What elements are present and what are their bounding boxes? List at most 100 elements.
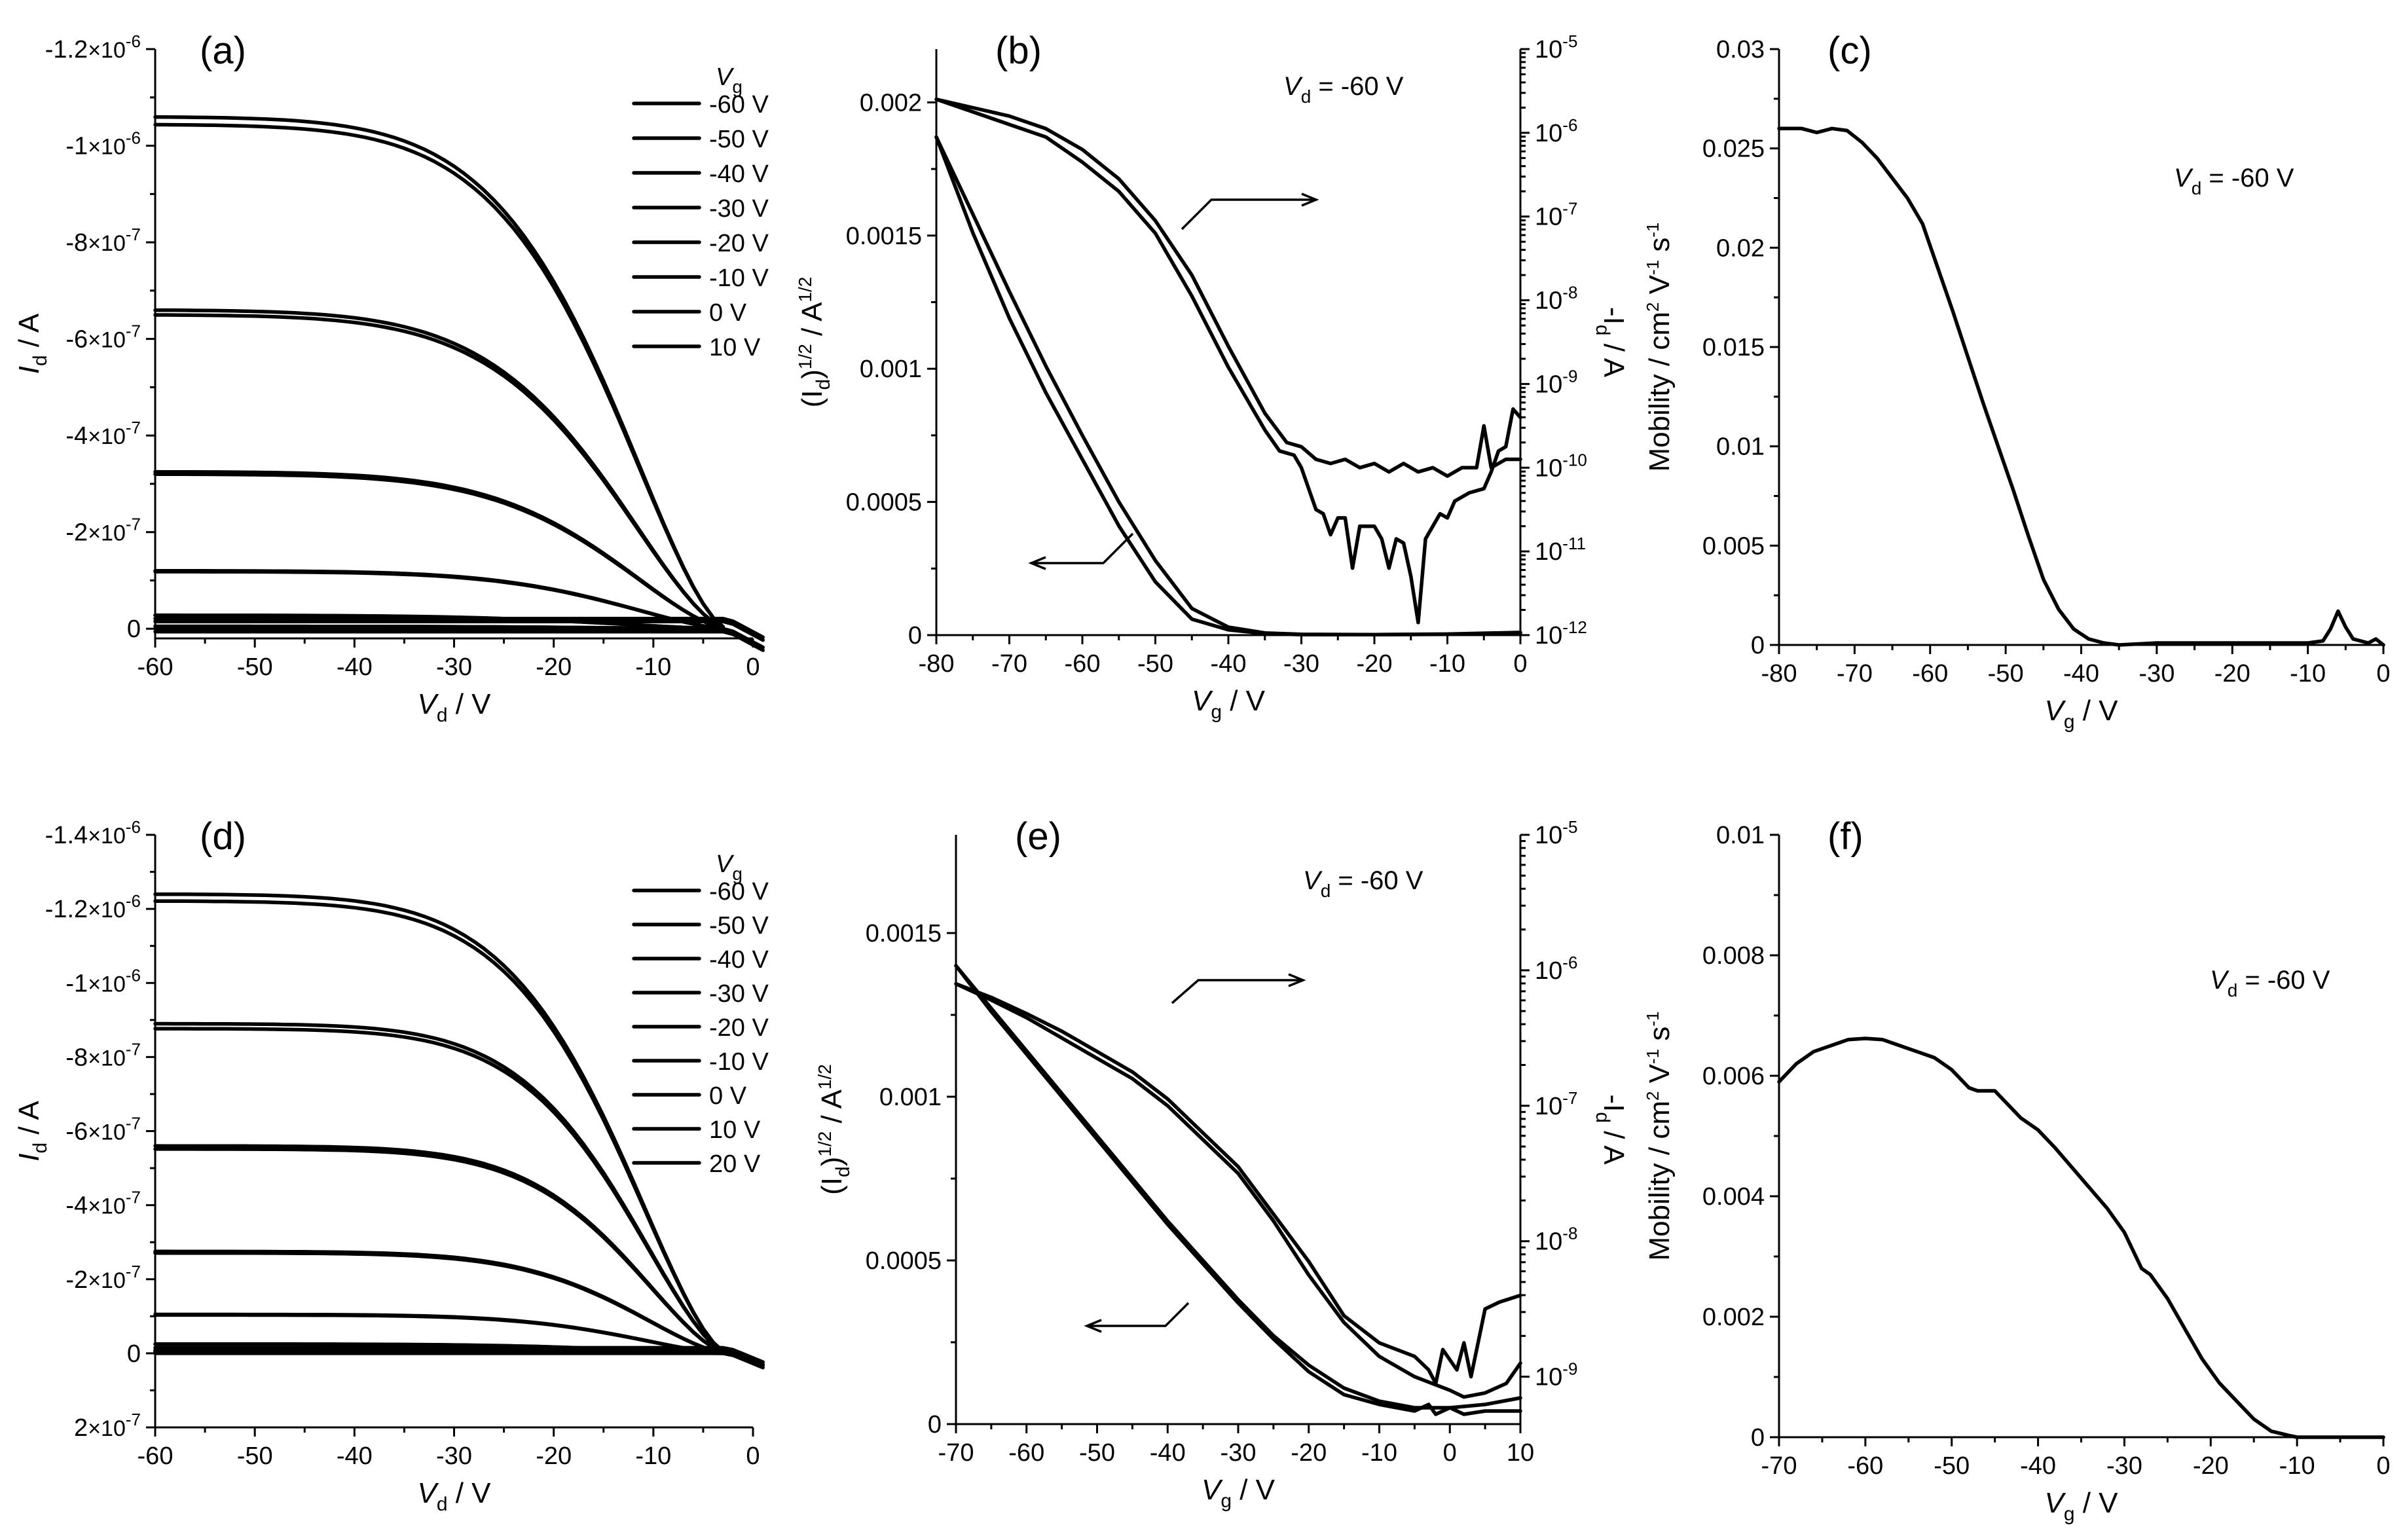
y-axis-label-part: d [29,355,51,366]
y-axis-label-part: 2 [1643,302,1662,312]
curve-mobility [1777,126,2385,647]
x-tick-label: -50 [1988,660,2024,688]
y-axis-label-group: Mobility / cm2 V-1 s-1 [1643,1011,1676,1260]
curve-Vg-0V-rev [153,617,765,639]
x-axis-label: Vd / V [417,1477,491,1515]
annotation-vd: Vd = -60 V [1283,72,1404,107]
x-tick-label: -40 [1150,1439,1186,1467]
x-axis-label-part: g [2064,1503,2075,1525]
legend-title: Vg [716,64,743,97]
y-tick-label-part: -7 [126,515,141,534]
y-tick-label: -8×10-7 [65,225,141,257]
y2-tick-label-part: 10 [1535,538,1562,566]
x-tick-label: -20 [1291,1439,1327,1467]
y-tick-label-part: -8 [65,1044,88,1071]
y-tick-label: 0 [1751,632,1765,659]
x-axis-label-part: V [417,688,439,720]
y-tick-label-part: ×10 [88,38,126,63]
y-tick-label-part: -6 [126,891,141,911]
legend-title: Vg [716,851,743,884]
y-tick-label-part: ×10 [88,898,126,923]
y2-tick-label-part: 10 [1535,454,1562,482]
y-axis-label-part: I [13,1154,45,1162]
y-tick-label: -4×10-7 [65,1188,141,1220]
annotation-vd-part: = -60 V [1331,866,1423,895]
y-axis-label-right-part: -I [1598,1094,1630,1112]
x-axis-label-part: V [1192,685,1213,717]
x-tick-label: -60 [1912,660,1948,688]
y2-tick-label: 10-12 [1535,617,1587,650]
y-tick-label-part: -4 [65,1192,88,1220]
y-tick-label: 0.002 [1702,1304,1765,1331]
curve-Vg-m60V-fwd [153,122,725,629]
x-axis-label-part: / V [1232,1474,1276,1506]
annotation-vd: Vd = -60 V [1303,866,1423,901]
y-tick-label-part: ×10 [88,231,126,256]
curve-Vg-0V-fwd [153,619,765,642]
y-axis-label-group: Id / A [13,1101,51,1162]
curve-Vg-m50V-rev [153,308,725,630]
y-axis-label-part: s [1643,238,1676,260]
panel-c: -80 -70 -60 -50 -40 -30 -20 -10 0 0 0.005 0.01 0.015… [1643,29,2391,733]
x-tick-label: 0 [2376,1452,2390,1480]
y-tick-label: 0.03 [1716,36,1765,64]
x-tick-label: -70 [1837,660,1873,688]
y-tick-label-part: -7 [126,1188,141,1207]
y-axis-label-part: / A [13,313,45,355]
y-axis-label-left-part: ) [796,369,828,379]
arrow-to-right-axis [1171,979,1303,1004]
y-axis-label-right-part: d [1592,1112,1613,1123]
annotation-vd-part: = -60 V [1311,72,1404,101]
curve-sqrt-Id-forward [954,964,1522,1410]
arrow-to-left-axis [1087,1302,1190,1327]
y-tick-label: 0.01 [1716,822,1765,849]
panel-e: -70 -60 -50 -40 -30 -20 -10 0 10 0 0.0005 0.001 0.00… [815,815,1630,1512]
annotation-vd-part: = -60 V [2201,164,2294,192]
annotation-vd-part: d [1301,86,1312,107]
y-axis-label-right-part: -I [1598,307,1630,325]
y-tick-label-part: ×10 [88,1194,126,1219]
y-tick-label-part: -6 [65,326,88,354]
y-tick-label: 0 [127,615,141,643]
y2-tick-label: 10-8 [1535,1224,1577,1256]
y-tick-label: -1×10-6 [65,128,141,160]
legend-title-part: V [716,64,735,91]
x-axis-label-part: d [437,1494,448,1515]
panel-a: -60 -50 -40 -30 -20 -10 0-1.2×10-6-1×10-6-8×10… [13,29,769,726]
curve-log-Id-forward [934,97,1522,478]
curve-Vg-m40V-rev [153,469,725,631]
curve-mobility [1777,1036,2385,1439]
y2-tick-label: 10-7 [1535,1088,1577,1120]
x-tick-label: -40 [337,653,373,681]
legend-label: -20 V [709,1014,769,1042]
y-axis-label-part: V [1643,274,1676,302]
y-tick-label-part: -2 [65,519,88,547]
y2-tick-label-part: -8 [1562,283,1577,302]
y-tick-label: 0.001 [860,356,922,383]
y2-tick-label-part: -7 [1562,199,1577,219]
x-tick-label: -40 [337,1442,373,1470]
x-axis-label-part: / V [448,688,492,720]
y-axis-label-group: (Id)1/2 / A1/2 [815,1064,854,1195]
y2-tick-label-part: 10 [1535,1364,1562,1391]
y-tick-label-part: -1 [65,133,88,160]
x-axis-label-part: V [2044,1487,2066,1519]
y2-tick-label-part: 10 [1535,371,1562,398]
arrow-to-right-axis [1181,198,1316,230]
x-tick-label: 0 [2376,660,2390,688]
panel-label: (c) [1827,29,1872,72]
annotation-vd-part: V [1303,866,1323,895]
y-tick-label-part: ×10 [88,135,126,160]
curve-Vg-m40V-rev [153,1144,725,1355]
y-tick-label: 0.004 [1702,1183,1765,1211]
x-axis-label-part: / V [2075,1487,2119,1519]
y-tick-label-part: -2 [65,1266,88,1294]
curve-Vg-m60V-rev [153,892,725,1353]
y-tick-label-part: -7 [126,321,141,341]
y-tick-label: 0.0005 [866,1247,942,1275]
legend-title-part: g [732,864,743,884]
y-tick-label-part: -7 [126,1410,141,1429]
y-axis-label-part: -1 [1643,1049,1662,1064]
x-axis-label: Vd / V [417,688,491,726]
x-tick-label: 0 [746,653,760,681]
